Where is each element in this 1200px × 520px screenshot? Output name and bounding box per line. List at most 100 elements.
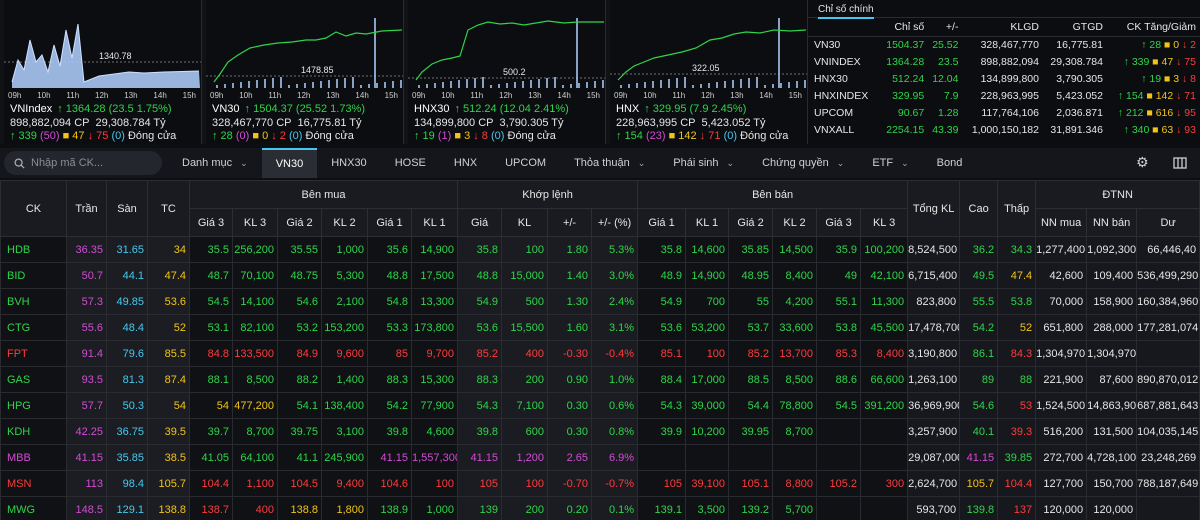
volume-bar: [578, 83, 580, 88]
col-ref[interactable]: TC: [147, 180, 190, 237]
tab-vn30[interactable]: VN30: [261, 148, 318, 178]
cell-bid-vol: 245,900: [321, 444, 368, 471]
time-tick: 12h: [701, 91, 715, 100]
cell-match-chg: -0.30: [547, 340, 593, 367]
cell-foreign-room: 687,881,643: [1136, 392, 1200, 419]
cell-ceil: 57.7: [66, 392, 107, 419]
cell-ask-price: 105.2: [816, 470, 862, 497]
subcol-match[interactable]: Giá: [457, 208, 503, 237]
cell-total-vol: 823,800: [907, 288, 961, 315]
table-row[interactable]: HDB 36.35 31.65 34 35.5 256,200 35.55 1,000 35.6…: [0, 236, 1200, 263]
subcol-sell[interactable]: Giá 1: [637, 208, 687, 237]
cell-match-price: 139: [457, 496, 503, 520]
table-row[interactable]: MBB 41.15 35.85 38.5 41.05 64,100 41.1 245,900 4…: [0, 444, 1200, 471]
tab-chứng-quyền[interactable]: Chứng quyền ⌄: [748, 148, 858, 178]
cell-ask-vol: [772, 444, 818, 471]
cell-ask-price: [816, 418, 862, 445]
reference-value: 322.05: [692, 63, 720, 73]
indices-header: CK Tăng/Giảm: [1106, 18, 1200, 37]
subcol-sell[interactable]: Giá 2: [728, 208, 774, 237]
index-value: 29,308.784 Tỷ: [95, 117, 166, 129]
subcol-buy[interactable]: KL 2: [321, 208, 368, 237]
subcol-match[interactable]: +/- (%): [591, 208, 639, 237]
subcol-buy[interactable]: KL 1: [410, 208, 459, 237]
cell-floor: 49.85: [106, 288, 148, 315]
index-row[interactable]: UPCOM 90.67 1.28 117,764,106 2,036.871 ↑ 212 …: [808, 104, 1200, 121]
time-tick: 11h: [470, 91, 484, 100]
col-high[interactable]: Cao: [959, 180, 999, 237]
cell-match-price: 54.3: [457, 392, 503, 419]
table-row[interactable]: CTG 55.6 48.4 52 53.1 82,100 53.2 153,200 53.3 17…: [0, 314, 1200, 341]
tab-phái-sinh[interactable]: Phái sinh ⌄: [659, 148, 748, 178]
index-cell: 2254.15: [886, 123, 925, 136]
cell-ask-vol: 100,200: [860, 236, 909, 263]
index-card-hnx30[interactable]: 500.2 09h 10h 11h 12h 13h 14h 15h HNX30 ↑ 512.24 …: [408, 0, 606, 144]
subcol-sell[interactable]: KL 1: [685, 208, 730, 237]
col-floor[interactable]: Sàn: [106, 180, 148, 237]
col-ceil[interactable]: Trần: [66, 180, 107, 237]
subcol-foreign[interactable]: NN bán: [1086, 208, 1138, 237]
index-row[interactable]: HNXINDEX 329.95 7.9 228,963,995 5,423.052 ↑ 1…: [808, 87, 1200, 104]
table-row[interactable]: FPT 91.4 79.6 85.5 84.8 133,500 84.9 9,600 85 9,7…: [0, 340, 1200, 367]
index-cell: 31,891.346: [1050, 123, 1103, 136]
index-row[interactable]: VNXALL 2254.15 43.39 1,000,150,182 31,891.34…: [808, 121, 1200, 138]
cell-ref: 52: [147, 314, 190, 341]
cell-foreign-room: 66,446,40: [1136, 236, 1200, 263]
col-total[interactable]: Tổng KL: [907, 180, 961, 237]
tab-hnx30[interactable]: HNX30: [317, 148, 380, 178]
index-row[interactable]: HNX30 512.24 12.04 134,899,800 3,790.305 ↑ 19…: [808, 70, 1200, 87]
tab-thỏa-thuận[interactable]: Thỏa thuận ⌄: [560, 148, 659, 178]
tab-hose[interactable]: HOSE: [381, 148, 440, 178]
tab-danh-mục[interactable]: Danh mục ⌄: [168, 148, 262, 178]
table-row[interactable]: KDH 42.25 36.75 39.5 39.7 8,700 39.75 3,100 39.8…: [0, 418, 1200, 445]
table-row[interactable]: GAS 93.5 81.3 87.4 88.1 8,500 88.2 1,400 88.3 15,…: [0, 366, 1200, 393]
cell-high: 55.5: [959, 288, 999, 315]
col-low[interactable]: Thấp: [997, 180, 1037, 237]
time-tick: 15h: [586, 91, 600, 100]
subcol-buy[interactable]: KL 3: [232, 208, 278, 237]
tab-etf[interactable]: ETF ⌄: [858, 148, 922, 178]
table-row[interactable]: HPG 57.7 50.3 54 54 477,200 54.1 138,400 54.2 77,…: [0, 392, 1200, 419]
col-ck[interactable]: CK: [0, 180, 67, 237]
subcol-match[interactable]: +/-: [547, 208, 593, 237]
cell-symbol: MBB: [0, 444, 67, 471]
volume-bar: [514, 82, 516, 88]
subcol-buy[interactable]: Giá 3: [189, 208, 233, 237]
cell-bid-vol: 173,800: [410, 314, 459, 341]
subcol-match[interactable]: KL: [501, 208, 549, 237]
table-row[interactable]: BID 50.7 44.1 47.4 48.7 70,100 48.75 5,300 48.8 1…: [0, 262, 1200, 289]
tab-hnx[interactable]: HNX: [440, 148, 491, 178]
index-row[interactable]: VN30 1504.37 25.52 328,467,770 16,775.81 ↑ 28…: [808, 36, 1200, 53]
index-card-hnx[interactable]: 322.05 09h 10h 11h 12h 13h 14h 15h HNX ↑ 329.95 (…: [610, 0, 808, 144]
subcol-sell[interactable]: KL 3: [860, 208, 909, 237]
subcol-foreign[interactable]: Dư: [1136, 208, 1200, 237]
cell-ask-vol: 17,000: [685, 366, 730, 393]
subcol-buy[interactable]: Giá 1: [367, 208, 412, 237]
cell-total-vol: 1,263,100: [907, 366, 961, 393]
subcol-foreign[interactable]: NN mua: [1035, 208, 1088, 237]
column-menu-icon[interactable]: [1172, 155, 1188, 171]
tab-upcom[interactable]: UPCOM: [491, 148, 560, 178]
chevron-down-icon: ⌄: [901, 158, 909, 168]
search-input[interactable]: [31, 157, 151, 169]
index-row[interactable]: VNINDEX 1364.28 23.5 898,882,094 29,308.784 ↑…: [808, 53, 1200, 70]
subcol-sell[interactable]: Giá 3: [816, 208, 862, 237]
subcol-buy[interactable]: Giá 2: [277, 208, 322, 237]
cell-match-pct: -0.7%: [591, 470, 639, 497]
volume-bar: [660, 80, 662, 88]
index-card-vn30[interactable]: 1478.85 09h 10h 11h 12h 13h 14h 15h VN30 ↑ 1504.3…: [206, 0, 404, 144]
table-row[interactable]: MSN 113 98.4 105.7 104.4 1,100 104.5 9,400 104.6…: [0, 470, 1200, 497]
cell-ask-price: [637, 444, 687, 471]
subcol-sell[interactable]: KL 2: [772, 208, 818, 237]
index-cell: 1.28: [938, 106, 959, 119]
table-row[interactable]: BVH 57.3 49.85 53.6 54.5 14,100 54.6 2,100 54.8 1…: [0, 288, 1200, 315]
cell-ref: 54: [147, 392, 190, 419]
search-box[interactable]: [4, 151, 162, 175]
volume-bar: [418, 85, 420, 88]
settings-gear-icon[interactable]: ⚙: [1136, 154, 1149, 170]
tab-bond[interactable]: Bond: [923, 148, 977, 178]
table-row[interactable]: MWG 148.5 129.1 138.8 138.7 400 138.8 1,800 138.…: [0, 496, 1200, 520]
volume-bar: [400, 80, 402, 88]
cell-foreign-buy: 272,700: [1035, 444, 1088, 471]
index-card-vnindex[interactable]: 1340.78 09h 10h 11h 12h 13h 14h 15h VNIndex ↑ 136…: [4, 0, 202, 144]
